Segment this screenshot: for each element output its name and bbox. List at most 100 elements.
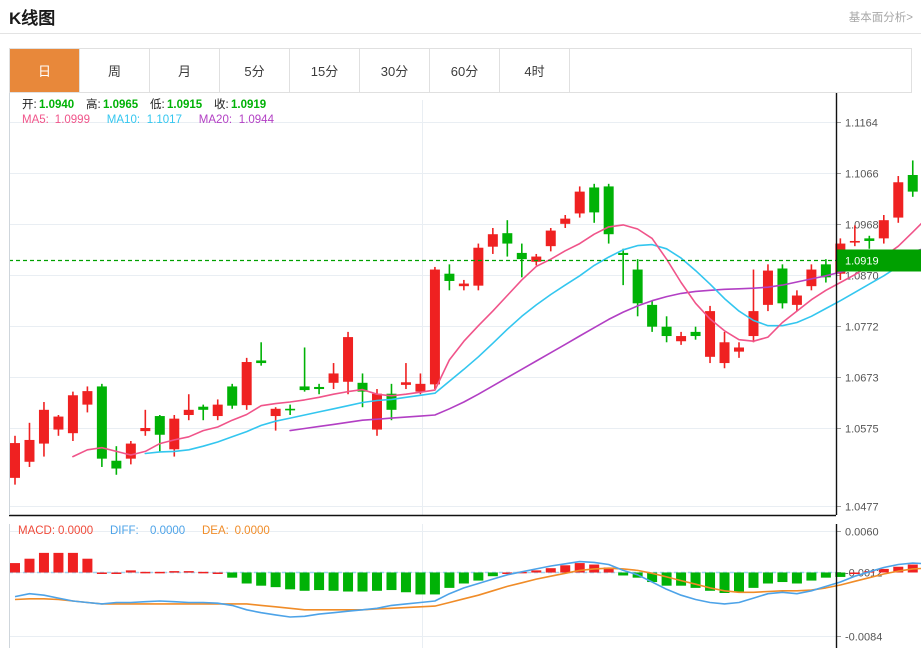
- chart-area: 1.1164 1.1066 1.0968 1.0870 1.0772 1.0673 1.05…: [0, 93, 921, 648]
- candle-37: [545, 227, 556, 252]
- tab-4[interactable]: 15分: [290, 49, 360, 92]
- candle-body: [487, 234, 498, 247]
- price-axis-label-0: 1.1164: [845, 118, 878, 130]
- candle-5: [82, 386, 93, 413]
- candle-27: [400, 363, 411, 390]
- macd-bar-48: [705, 572, 716, 591]
- macd-bar-7: [111, 572, 122, 574]
- macd-bar-41: [603, 567, 614, 573]
- macd-bar-20: [299, 572, 310, 591]
- ma5-line: [72, 222, 921, 458]
- price-axis-label-4: 1.0772: [845, 322, 879, 334]
- macd-bar-9: [140, 571, 151, 574]
- kline-chart[interactable]: 1.1164 1.1066 1.0968 1.0870 1.0772 1.0673 1.05…: [0, 93, 921, 648]
- candle-0: [10, 435, 20, 485]
- page-title: K线图: [9, 9, 56, 28]
- candle-1: [24, 422, 35, 467]
- candle-body: [343, 337, 354, 382]
- candle-body: [473, 247, 484, 286]
- candle-16: [241, 357, 252, 410]
- candle-14: [212, 399, 223, 421]
- candle-56: [820, 259, 831, 283]
- candle-body: [878, 220, 889, 239]
- candle-body: [574, 191, 585, 214]
- macd-bar-22: [328, 572, 339, 591]
- macd-bar-39: [574, 563, 585, 573]
- macd-bar-6: [96, 572, 107, 574]
- candle-body: [256, 360, 267, 364]
- candle-31: [458, 279, 469, 291]
- tab-6[interactable]: 60分: [430, 49, 500, 92]
- candle-23: [343, 331, 354, 395]
- ma-key-0: MA5:: [22, 114, 49, 126]
- tab-7[interactable]: 4时: [500, 49, 570, 92]
- macd-bar-46: [676, 572, 687, 586]
- tab-0[interactable]: 日: [10, 49, 80, 92]
- candle-61: [893, 176, 904, 223]
- macd-axis-label-0: 0.0060: [845, 527, 879, 539]
- candle-8: [125, 440, 136, 465]
- candle-body: [183, 409, 194, 416]
- macd-bar-56: [820, 572, 831, 578]
- macd-value-0: 0.0000: [58, 525, 93, 537]
- candle-21: [314, 383, 325, 395]
- candle-42: [618, 248, 629, 286]
- macd-bar-8: [125, 570, 136, 573]
- last-price-badge: [837, 249, 921, 272]
- macd-bar-5: [82, 558, 93, 573]
- macd-bar-45: [661, 572, 672, 586]
- macd-bar-17: [256, 572, 267, 586]
- candle-50: [734, 342, 744, 358]
- candle-body: [111, 460, 122, 469]
- price-axis-label-6: 1.0575: [845, 424, 879, 436]
- ma-key-1: MA10:: [107, 114, 140, 126]
- tab-3[interactable]: 5分: [220, 49, 290, 92]
- candle-29: [429, 266, 440, 390]
- candle-2: [38, 402, 49, 457]
- candle-body: [705, 311, 716, 357]
- macd-bar-14: [212, 572, 223, 574]
- tab-5[interactable]: 30分: [360, 49, 430, 92]
- candle-48: [705, 305, 716, 364]
- tab-1[interactable]: 周: [80, 49, 150, 92]
- candle-body: [777, 268, 788, 304]
- macd-bar-0: [10, 563, 20, 573]
- macd-bar-52: [762, 572, 773, 584]
- macd-bar-36: [531, 570, 542, 573]
- page-header: K线图 基本面分析>: [0, 0, 921, 33]
- candle-19: [285, 404, 296, 416]
- ma10-line: [144, 243, 921, 455]
- candle-body: [907, 174, 918, 192]
- candle-body: [10, 443, 20, 478]
- candle-body: [647, 304, 658, 327]
- candle-41: [603, 183, 614, 244]
- macd-bar-12: [183, 571, 194, 573]
- macd-bar-44: [647, 572, 658, 583]
- candle-22: [328, 363, 339, 390]
- macd-bar-38: [560, 565, 571, 573]
- candle-12: [183, 394, 194, 421]
- candle-body: [676, 336, 687, 342]
- candle-26: [386, 383, 397, 421]
- candle-body: [198, 406, 209, 410]
- candle-body: [53, 416, 64, 430]
- ohlc-key-2: 低:: [150, 98, 165, 111]
- macd-axis-label-2: -0.0084: [845, 632, 882, 644]
- macd-bar-4: [67, 552, 78, 573]
- ohlc-value-1: 1.0965: [103, 99, 139, 111]
- candle-46: [676, 331, 687, 345]
- candle-body: [661, 326, 672, 337]
- candle-body: [154, 416, 165, 435]
- macd-bar-26: [386, 572, 397, 591]
- macd-bar-21: [314, 572, 325, 591]
- tab-2[interactable]: 月: [150, 49, 220, 92]
- macd-bar-31: [458, 572, 469, 584]
- macd-key-1: DIFF:: [110, 525, 139, 537]
- candle-body: [96, 386, 107, 459]
- fundamental-analysis-link[interactable]: 基本面分析>: [848, 12, 913, 24]
- candle-59: [864, 235, 875, 249]
- candle-body: [458, 283, 469, 287]
- macd-bar-54: [791, 572, 802, 584]
- macd-bar-11: [169, 571, 180, 573]
- candle-28: [415, 373, 426, 395]
